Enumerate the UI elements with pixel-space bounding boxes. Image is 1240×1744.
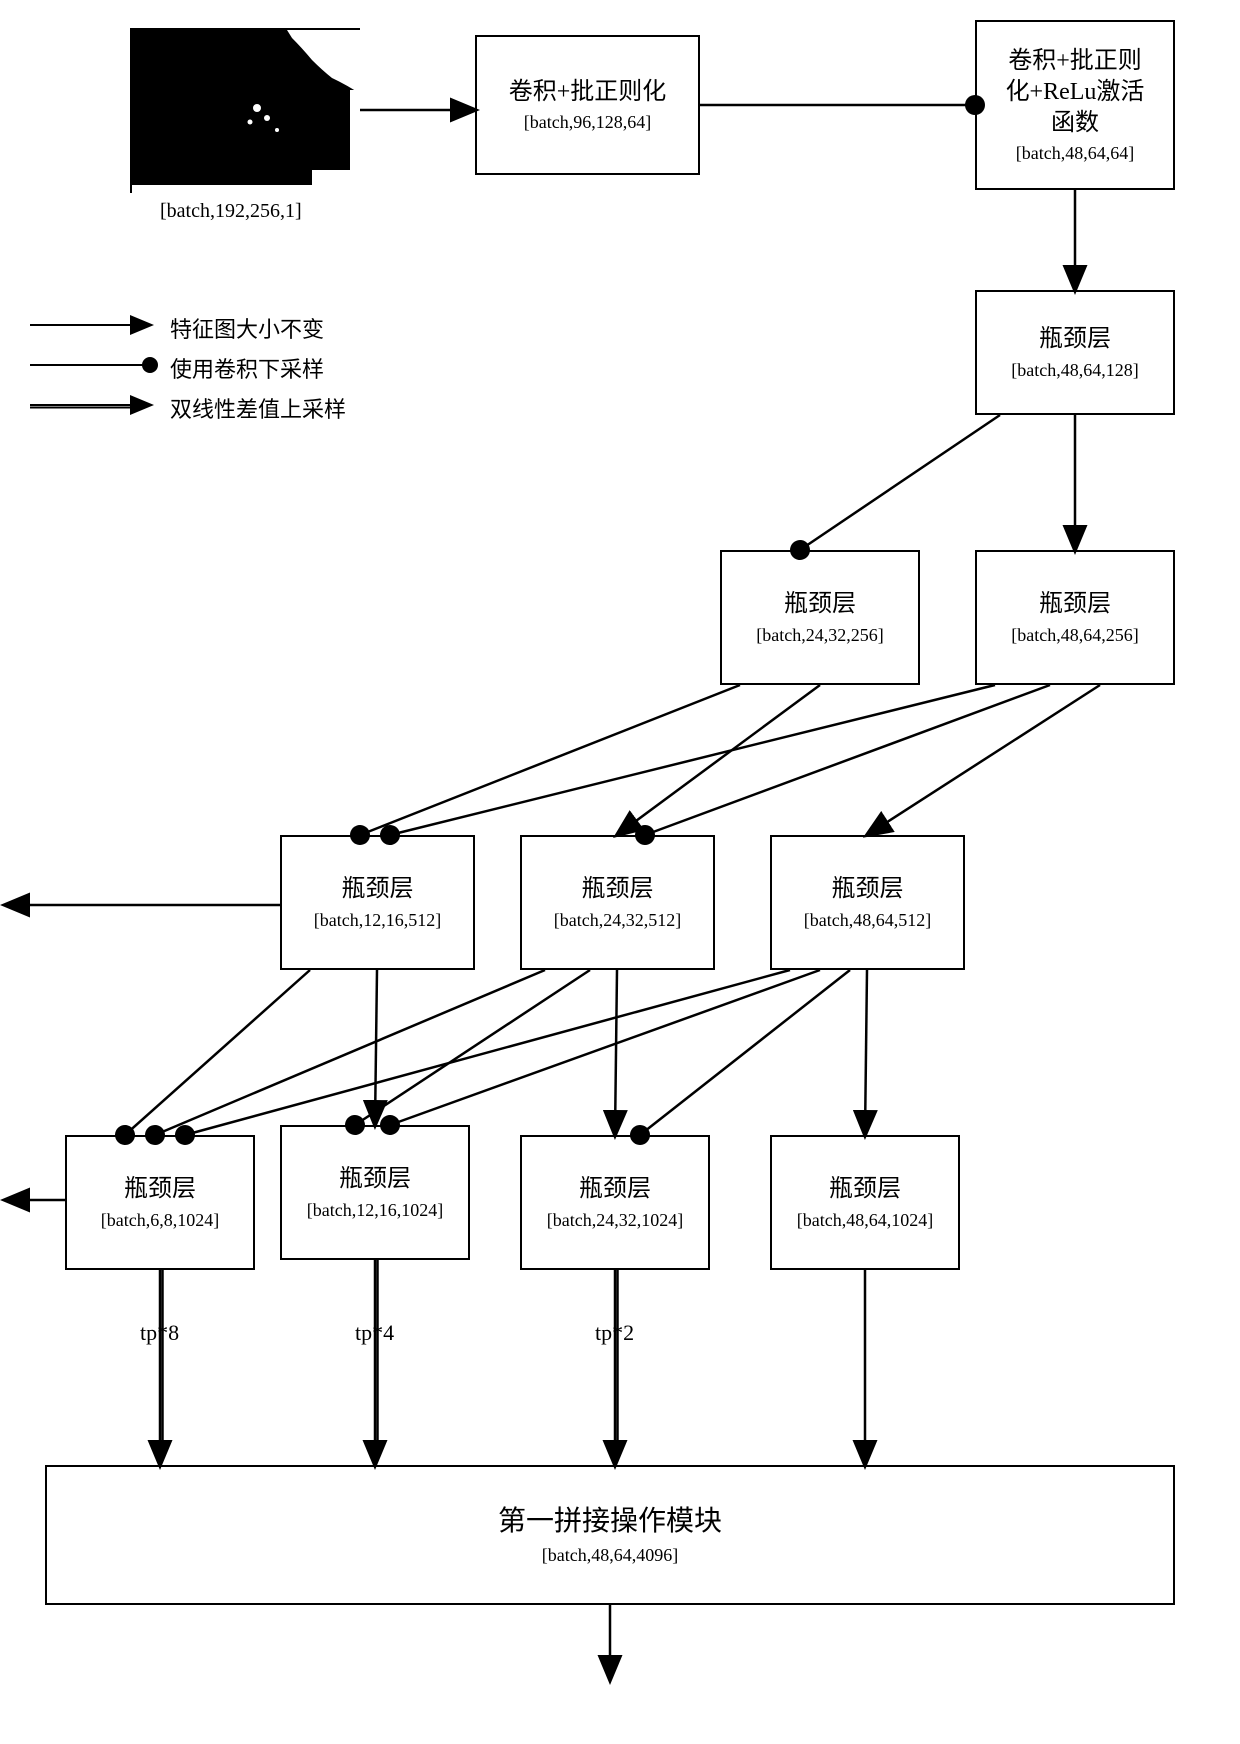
bn4d-sub: [batch,48,64,1024] xyxy=(797,1210,933,1231)
node-conv2: 卷积+批正则 化+ReLu激活 函数 [batch,48,64,64] xyxy=(975,20,1175,190)
input-caption-text: [batch,192,256,1] xyxy=(160,200,302,222)
legend-label-1: 特征图大小不变 xyxy=(170,312,324,344)
bn4c-sub: [batch,24,32,1024] xyxy=(547,1210,683,1231)
node-bn2a: 瓶颈层 [batch,24,32,256] xyxy=(720,550,920,685)
flowchart-diagram: [batch,192,256,1] 卷积+批正则化 [batch,96,128,… xyxy=(0,0,1240,1744)
node-bn4c: 瓶颈层 [batch,24,32,1024] xyxy=(520,1135,710,1270)
bn4a-sub: [batch,6,8,1024] xyxy=(101,1210,219,1231)
node-bn4b: 瓶颈层 [batch,12,16,1024] xyxy=(280,1125,470,1260)
bn4a-title: 瓶颈层 xyxy=(124,1174,196,1205)
input-image-svg xyxy=(132,30,362,195)
conv2-sub: [batch,48,64,64] xyxy=(1016,143,1134,164)
bn3c-sub: [batch,48,64,512] xyxy=(804,910,931,931)
input-image xyxy=(130,28,360,193)
node-concat: 第一拼接操作模块 [batch,48,64,4096] xyxy=(45,1465,1175,1605)
bn3b-title: 瓶颈层 xyxy=(582,874,654,905)
bn4b-title: 瓶颈层 xyxy=(339,1164,411,1195)
conv1-title: 卷积+批正则化 xyxy=(509,77,667,108)
node-bn1: 瓶颈层 [batch,48,64,128] xyxy=(975,290,1175,415)
bn2b-title: 瓶颈层 xyxy=(1039,589,1111,620)
bn2a-title: 瓶颈层 xyxy=(784,589,856,620)
input-caption: [batch,192,256,1] xyxy=(160,200,302,223)
bn1-title: 瓶颈层 xyxy=(1039,324,1111,355)
conv2-title2: 化+ReLu激活 xyxy=(1006,77,1145,108)
bn4d-title: 瓶颈层 xyxy=(829,1174,901,1205)
concat-sub: [batch,48,64,4096] xyxy=(542,1545,678,1566)
legend-label-3: 双线性差值上采样 xyxy=(170,392,346,424)
node-bn3b: 瓶颈层 [batch,24,32,512] xyxy=(520,835,715,970)
bn3b-sub: [batch,24,32,512] xyxy=(554,910,681,931)
conv2-title3: 函数 xyxy=(1051,108,1099,139)
node-conv1: 卷积+批正则化 [batch,96,128,64] xyxy=(475,35,700,175)
bn3c-title: 瓶颈层 xyxy=(832,874,904,905)
node-bn4a: 瓶颈层 [batch,6,8,1024] xyxy=(65,1135,255,1270)
conv1-sub: [batch,96,128,64] xyxy=(524,112,651,133)
bn4c-title: 瓶颈层 xyxy=(579,1174,651,1205)
bn1-sub: [batch,48,64,128] xyxy=(1011,360,1138,381)
node-bn2b: 瓶颈层 [batch,48,64,256] xyxy=(975,550,1175,685)
bn3a-sub: [batch,12,16,512] xyxy=(314,910,441,931)
tp2-label: tp*2 xyxy=(595,1320,634,1346)
tp8-label: tp*8 xyxy=(140,1320,179,1346)
conv2-title1: 卷积+批正则 xyxy=(1008,46,1142,77)
node-bn3a: 瓶颈层 [batch,12,16,512] xyxy=(280,835,475,970)
node-bn3c: 瓶颈层 [batch,48,64,512] xyxy=(770,835,965,970)
bn4b-sub: [batch,12,16,1024] xyxy=(307,1200,443,1221)
concat-title: 第一拼接操作模块 xyxy=(498,1504,722,1540)
node-bn4d: 瓶颈层 [batch,48,64,1024] xyxy=(770,1135,960,1270)
bn2b-sub: [batch,48,64,256] xyxy=(1011,625,1138,646)
legend-label-2: 使用卷积下采样 xyxy=(170,352,324,384)
tp4-label: tp*4 xyxy=(355,1320,394,1346)
bn2a-sub: [batch,24,32,256] xyxy=(756,625,883,646)
bn3a-title: 瓶颈层 xyxy=(342,874,414,905)
